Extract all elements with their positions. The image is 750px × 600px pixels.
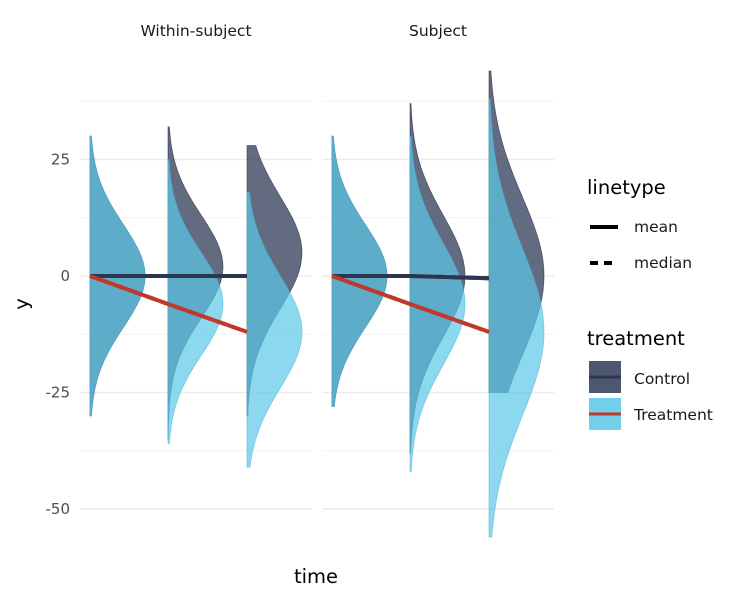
facet-panels: Within-subject Subject (89, 22, 545, 538)
violin-treatment (331, 135, 388, 407)
violin-treatment (167, 159, 224, 445)
x-axis-title: time (294, 565, 338, 588)
legend-title-linetype: linetype (587, 176, 666, 199)
violin-treatment (246, 191, 303, 468)
legend-label-median: median (634, 254, 692, 272)
treatment-median-line (89, 274, 248, 334)
y-tick-label: 0 (60, 267, 70, 285)
legend: linetype mean median treatment Control T… (587, 176, 713, 430)
y-tick-label: -25 (46, 384, 71, 402)
facet-strip-label: Within-subject (140, 22, 251, 40)
y-tick-label: 25 (51, 151, 70, 169)
y-tick-labels: -50 -25 0 25 (46, 151, 71, 519)
violin-treatment (488, 98, 545, 538)
gridlines (80, 100, 554, 510)
y-tick-label: -50 (46, 500, 71, 518)
control-median-line (332, 274, 490, 281)
legend-label-treatment: Treatment (633, 406, 713, 424)
legend-title-treatment: treatment (587, 327, 685, 350)
facet-strip-label: Subject (409, 22, 467, 40)
facet-panel: Within-subject (89, 22, 303, 468)
facet-panel: Subject (331, 22, 545, 538)
treatment-median-line (331, 274, 490, 334)
legend-label-mean: mean (634, 218, 678, 236)
legend-label-control: Control (634, 370, 690, 388)
violin-treatment (409, 135, 466, 473)
y-axis-title: y (10, 298, 33, 310)
